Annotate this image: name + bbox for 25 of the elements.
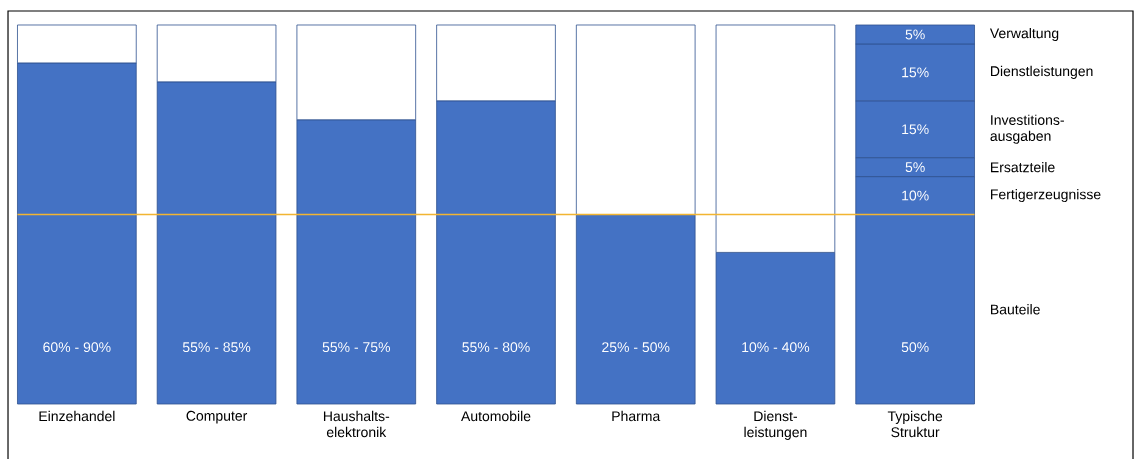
series-label: Verwaltung	[989, 27, 1059, 41]
x-tick-label: Dienst- leistungen	[744, 410, 807, 440]
series-label: Fertigerzeugnisse	[991, 189, 1101, 203]
annotation: 55% - 80%	[462, 342, 530, 353]
data-label: 5%	[905, 162, 925, 173]
x-tick-label: Einzehandel	[39, 410, 115, 422]
data-label: 15%	[902, 124, 929, 135]
series-label: Dienstleistungen	[991, 65, 1093, 79]
series-label: Bauteile	[991, 304, 1040, 315]
annotation: 60% - 90%	[43, 342, 111, 353]
series-label: Ersatzteile	[991, 161, 1055, 173]
annotation: 55% - 85%	[182, 342, 251, 353]
data-label: 5%	[905, 29, 925, 40]
x-tick-label: Haushalts- elektronik	[323, 410, 390, 438]
x-tick-label: Computer	[186, 410, 248, 424]
x-tick-label: Typische Struktur	[887, 410, 943, 438]
x-tick-label: Pharma	[612, 410, 661, 422]
data-label: 15%	[902, 67, 929, 78]
series-label: Investitions- ausgaben	[990, 114, 1064, 144]
data-label: 10%	[902, 190, 929, 201]
annotation: 10% - 40%	[742, 342, 810, 353]
annotation: 55% - 75%	[322, 342, 391, 353]
data-label: 50%	[901, 342, 929, 353]
x-tick-label: Automobile	[461, 410, 531, 422]
annotation: 25% - 50%	[602, 342, 670, 353]
